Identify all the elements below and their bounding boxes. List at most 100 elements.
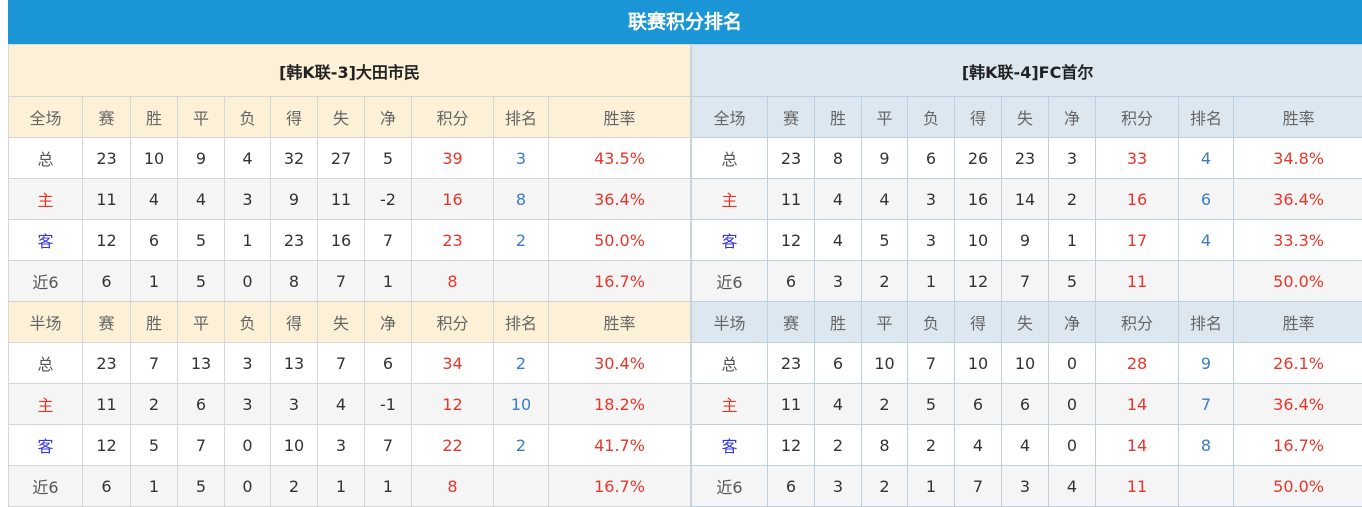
table-row: 主 11 4 4 3 16 14 2 16 6 36.4% — [691, 178, 1362, 220]
cell-lost: 7 — [907, 342, 956, 384]
cell-row-label: 客 — [691, 424, 769, 466]
cell-goals-against: 4 — [317, 383, 365, 425]
cell-goals-against: 7 — [317, 342, 365, 384]
header-goals-for: 得 — [954, 96, 1003, 138]
header-goals-for: 得 — [270, 96, 318, 138]
header-row-label: 半场 — [691, 301, 769, 343]
cell-win-rate: 16.7% — [547, 260, 692, 302]
cell-win-rate: 16.7% — [547, 465, 692, 507]
cell-points: 33 — [1095, 137, 1180, 179]
cell-win-rate: 16.7% — [1233, 424, 1362, 466]
cell-goal-diff: 7 — [364, 219, 412, 261]
cell-lost: 6 — [907, 137, 956, 179]
cell-row-label: 近6 — [8, 465, 83, 507]
cell-rank: 4 — [1178, 137, 1235, 179]
header-played: 赛 — [82, 301, 131, 343]
cell-drawn: 5 — [861, 219, 909, 261]
table-row: 近6 6 3 2 1 12 7 5 11 50.0% — [691, 260, 1362, 302]
cell-goal-diff: 0 — [1048, 342, 1097, 384]
cell-won: 6 — [130, 219, 178, 261]
header-points: 积分 — [411, 96, 494, 138]
cell-goals-against: 3 — [1001, 465, 1050, 507]
panels: [韩K联-3]大田市民 全场赛胜平负得失净积分 排名 胜率总 23 10 9 4 32 27 5 39… — [7, 44, 1362, 507]
cell-played: 11 — [767, 178, 816, 220]
header-drawn: 平 — [861, 301, 909, 343]
cell-played: 23 — [767, 137, 816, 179]
cell-rank: 7 — [1178, 383, 1235, 425]
cell-won: 8 — [814, 137, 863, 179]
cell-goals-for: 10 — [954, 219, 1003, 261]
cell-row-label: 近6 — [8, 260, 83, 302]
header-win-rate: 胜率 — [547, 96, 692, 138]
header-won: 胜 — [814, 301, 863, 343]
header-points: 积分 — [1095, 96, 1180, 138]
cell-win-rate: 26.1% — [1233, 342, 1362, 384]
standings-widget: 联赛积分排名 [韩K联-3]大田市民 全场赛胜平负得失净积分 排名 胜率总 23 10 9 4… — [7, 0, 1362, 507]
cell-goals-for: 7 — [954, 465, 1003, 507]
cell-goal-diff: 0 — [1048, 383, 1097, 425]
cell-played: 6 — [82, 260, 131, 302]
cell-won: 3 — [814, 465, 863, 507]
cell-row-label: 主 — [8, 178, 83, 220]
header-points: 积分 — [411, 301, 494, 343]
header-goals-for: 得 — [954, 301, 1003, 343]
cell-won: 1 — [130, 260, 178, 302]
table-row: 总 23 6 10 7 10 10 0 28 9 26.1% — [691, 342, 1362, 384]
cell-row-label: 近6 — [691, 465, 769, 507]
cell-points: 11 — [1095, 465, 1180, 507]
cell-won: 1 — [130, 465, 178, 507]
cell-goals-against: 16 — [317, 219, 365, 261]
cell-goals-for: 10 — [270, 424, 318, 466]
cell-points: 16 — [411, 178, 494, 220]
cell-drawn: 2 — [861, 383, 909, 425]
cell-row-label: 客 — [691, 219, 769, 261]
cell-row-label: 总 — [691, 342, 769, 384]
header-goals-against: 失 — [1001, 301, 1050, 343]
cell-win-rate: 50.0% — [547, 219, 692, 261]
cell-drawn: 5 — [177, 465, 225, 507]
cell-goals-against: 9 — [1001, 219, 1050, 261]
cell-win-rate: 30.4% — [547, 342, 692, 384]
cell-win-rate: 33.3% — [1233, 219, 1362, 261]
cell-row-label: 客 — [8, 219, 83, 261]
cell-goals-against: 4 — [1001, 424, 1050, 466]
cell-lost: 3 — [224, 383, 271, 425]
cell-lost: 1 — [907, 260, 956, 302]
cell-goals-for: 32 — [270, 137, 318, 179]
cell-points: 14 — [1095, 424, 1180, 466]
cell-goal-diff: 1 — [364, 260, 412, 302]
cell-goals-for: 2 — [270, 465, 318, 507]
cell-goals-against: 6 — [1001, 383, 1050, 425]
cell-goals-against: 10 — [1001, 342, 1050, 384]
cell-row-label: 主 — [691, 178, 769, 220]
header-played: 赛 — [767, 301, 816, 343]
cell-goal-diff: 0 — [1048, 424, 1097, 466]
header-goal-diff: 净 — [1048, 96, 1097, 138]
table-row: 总 23 10 9 4 32 27 5 39 3 43.5% — [8, 137, 692, 179]
cell-goals-against: 7 — [1001, 260, 1050, 302]
cell-points: 16 — [1095, 178, 1180, 220]
cell-goals-against: 27 — [317, 137, 365, 179]
cell-drawn: 9 — [861, 137, 909, 179]
cell-lost: 0 — [224, 260, 271, 302]
cell-points: 8 — [411, 260, 494, 302]
table-row: 主 11 4 2 5 6 6 0 14 7 36.4% — [691, 383, 1362, 425]
header-played: 赛 — [767, 96, 816, 138]
table-row: 主 11 4 4 3 9 11 -2 16 8 36.4% — [8, 178, 692, 220]
cell-won: 2 — [130, 383, 178, 425]
cell-drawn: 8 — [861, 424, 909, 466]
section-header: 全场赛胜平负得失净积分 排名 胜率 — [8, 96, 692, 138]
header-win-rate: 胜率 — [547, 301, 692, 343]
table-row: 客 12 6 5 1 23 16 7 23 2 50.0% — [8, 219, 692, 261]
table-row: 总 23 8 9 6 26 23 3 33 4 34.8% — [691, 137, 1362, 179]
home-team-standings: [韩K联-3]大田市民 全场赛胜平负得失净积分 排名 胜率总 23 10 9 4 32 27 5 39… — [7, 44, 692, 507]
header-points: 积分 — [1095, 301, 1180, 343]
cell-rank: 2 — [493, 424, 549, 466]
cell-won: 4 — [814, 219, 863, 261]
section-header: 全场赛胜平负得失净积分 排名 胜率 — [691, 96, 1362, 138]
cell-lost: 1 — [224, 219, 271, 261]
cell-lost: 0 — [224, 424, 271, 466]
header-drawn: 平 — [177, 96, 225, 138]
cell-won: 2 — [814, 424, 863, 466]
section-header: 半场赛胜平负得失净积分 排名 胜率 — [8, 301, 692, 343]
